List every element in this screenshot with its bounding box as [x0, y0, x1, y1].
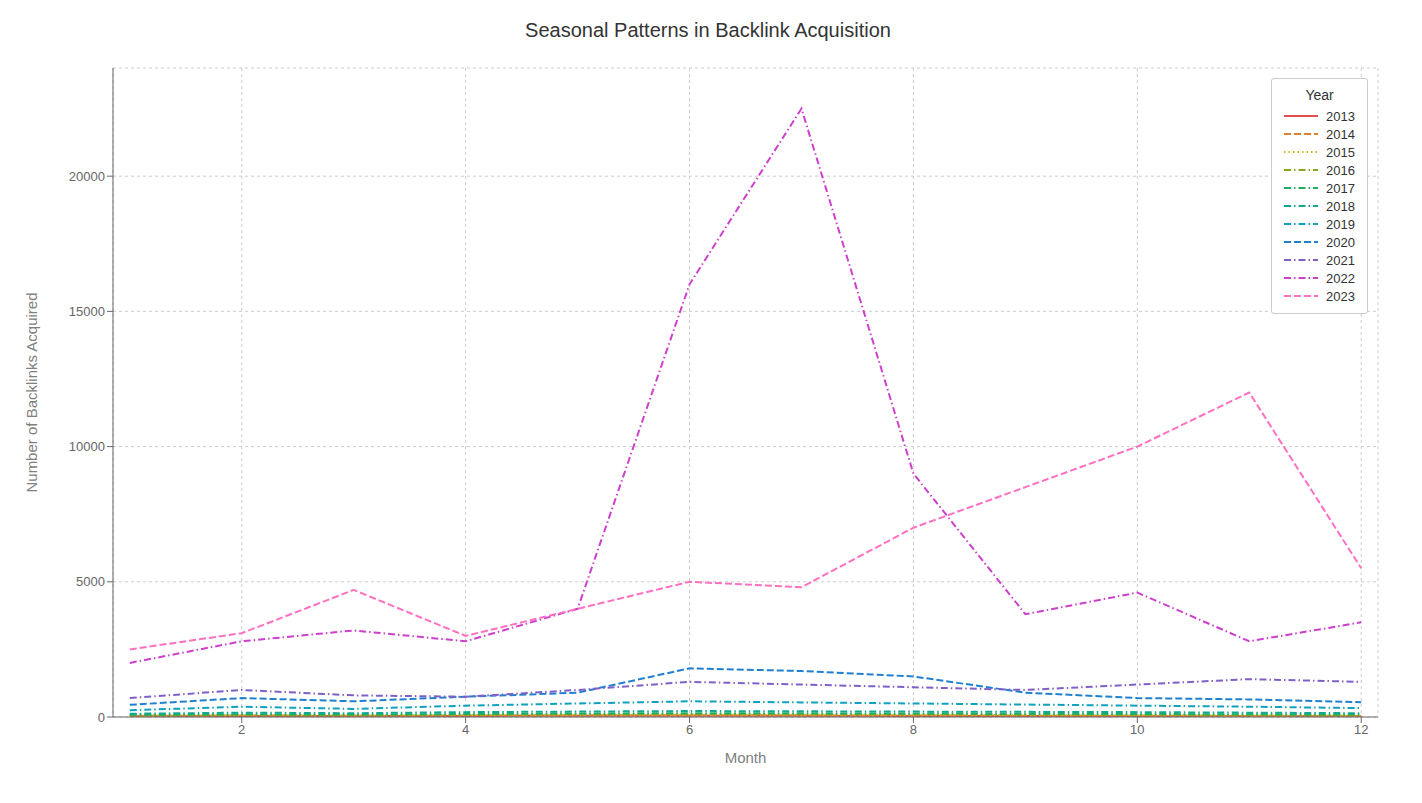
svg-text:8: 8	[910, 722, 917, 737]
svg-text:12: 12	[1354, 722, 1368, 737]
svg-text:4: 4	[462, 722, 469, 737]
html-text:2018: 2018	[1326, 198, 1355, 214]
html-text:2014: 2014	[1326, 126, 1355, 142]
html-text:2017: 2017	[1326, 180, 1355, 196]
svg-text:0: 0	[98, 710, 105, 725]
html-text:2022: 2022	[1326, 270, 1355, 286]
html-text:2015: 2015	[1326, 144, 1355, 160]
html-text:2023: 2023	[1326, 288, 1355, 304]
html-text:Seasonal Patterns in Backlink: Seasonal Patterns in Backlink Acquisitio…	[525, 19, 891, 41]
svg-text:5000: 5000	[76, 574, 105, 589]
svg-text:Month: Month	[725, 749, 767, 766]
svg-text:15000: 15000	[69, 304, 105, 319]
html-text:2013: 2013	[1326, 108, 1355, 124]
html-text:2019: 2019	[1326, 216, 1355, 232]
svg-text:10000: 10000	[69, 439, 105, 454]
html-text:2021: 2021	[1326, 252, 1355, 268]
html-text:2020: 2020	[1326, 234, 1355, 250]
svg-text:10: 10	[1130, 722, 1144, 737]
svg-text:20000: 20000	[69, 169, 105, 184]
html-text:Year: Year	[1305, 87, 1334, 103]
svg-text:2: 2	[238, 722, 245, 737]
svg-text:6: 6	[686, 722, 693, 737]
html-text:2016: 2016	[1326, 162, 1355, 178]
svg-text:Number of Backlinks Acquired: Number of Backlinks Acquired	[23, 292, 40, 492]
